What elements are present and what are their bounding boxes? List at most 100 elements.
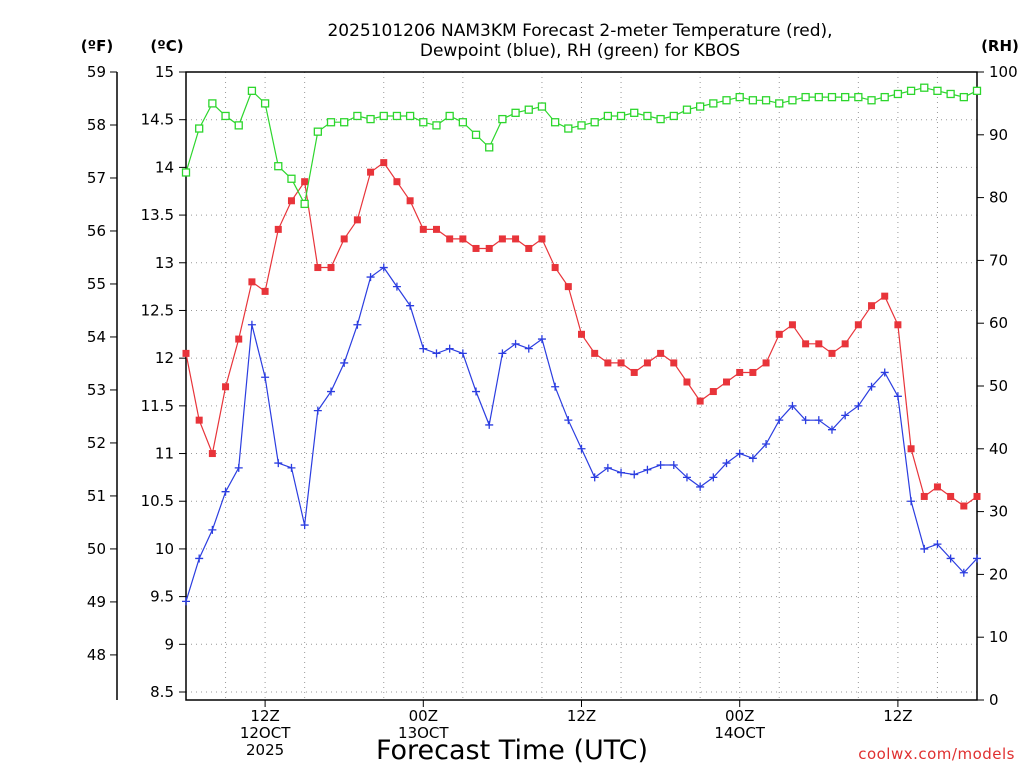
data-point bbox=[590, 473, 599, 482]
data-point bbox=[828, 349, 836, 357]
data-point bbox=[247, 320, 256, 329]
rh-tick-label: 30 bbox=[989, 503, 1008, 521]
data-point bbox=[669, 460, 678, 469]
data-point bbox=[459, 235, 467, 243]
data-point bbox=[485, 420, 494, 429]
data-point bbox=[657, 349, 665, 357]
data-point bbox=[313, 127, 322, 136]
data-point bbox=[498, 349, 507, 358]
data-point bbox=[893, 89, 903, 99]
data-point bbox=[564, 416, 573, 425]
data-point bbox=[300, 521, 309, 530]
axes: 48 49 50 51 52 53 54 55 56 57 58 59 8.5 9 9.5 10 10.5 11 1… bbox=[87, 63, 1018, 759]
data-point bbox=[274, 225, 282, 233]
data-point bbox=[511, 108, 520, 117]
gridlines bbox=[186, 71, 977, 700]
celsius-tick-label: 13.5 bbox=[141, 206, 174, 224]
data-point bbox=[617, 359, 625, 367]
celsius-tick-label: 11.5 bbox=[141, 397, 174, 415]
data-point bbox=[696, 102, 705, 111]
series-markers bbox=[182, 263, 981, 606]
data-point bbox=[722, 96, 731, 105]
celsius-tick-label: 8.5 bbox=[150, 683, 174, 701]
data-point bbox=[564, 283, 572, 291]
data-point bbox=[735, 449, 744, 458]
data-point bbox=[603, 111, 613, 121]
data-point bbox=[604, 359, 612, 367]
data-point bbox=[682, 105, 692, 114]
data-point bbox=[696, 482, 705, 491]
fahrenheit-tick-label: 52 bbox=[87, 434, 106, 452]
data-point bbox=[353, 320, 362, 329]
data-point bbox=[854, 92, 863, 102]
data-point bbox=[471, 130, 481, 139]
data-point bbox=[235, 335, 243, 343]
data-point bbox=[959, 568, 968, 577]
data-point bbox=[814, 416, 823, 425]
data-point bbox=[392, 282, 401, 291]
data-point bbox=[788, 96, 797, 105]
data-point bbox=[722, 459, 731, 468]
data-point bbox=[446, 235, 454, 243]
data-point bbox=[525, 244, 533, 252]
data-point bbox=[946, 554, 955, 563]
data-point bbox=[656, 114, 665, 124]
data-point bbox=[616, 111, 626, 121]
data-point bbox=[973, 554, 981, 563]
data-point bbox=[761, 96, 771, 105]
data-point bbox=[827, 92, 837, 102]
data-point bbox=[367, 168, 375, 176]
fahrenheit-tick-label: 48 bbox=[87, 646, 106, 664]
data-point bbox=[327, 387, 336, 396]
celsius-tick-label: 9.5 bbox=[150, 588, 174, 606]
data-point bbox=[380, 159, 388, 167]
data-point bbox=[234, 463, 243, 472]
data-point bbox=[379, 263, 388, 272]
celsius-tick-label: 12 bbox=[155, 349, 174, 367]
data-point bbox=[512, 235, 520, 243]
rh-unit-label: (RH) bbox=[981, 37, 1019, 55]
data-point bbox=[933, 86, 942, 95]
data-point bbox=[511, 339, 520, 348]
data-point bbox=[340, 118, 349, 127]
celsius-unit-label: (ºC) bbox=[150, 37, 183, 55]
celsius-tick-label: 9 bbox=[164, 635, 174, 653]
data-point bbox=[682, 473, 691, 482]
data-point bbox=[947, 492, 955, 500]
rh-tick-label: 60 bbox=[989, 314, 1008, 332]
data-point bbox=[564, 124, 573, 133]
data-point bbox=[326, 118, 336, 127]
data-point bbox=[340, 235, 348, 243]
series-layer bbox=[181, 83, 982, 606]
x-tick-label: 12Z bbox=[567, 707, 596, 725]
data-point bbox=[670, 359, 678, 367]
fahrenheit-tick-label: 49 bbox=[87, 593, 106, 611]
data-point bbox=[973, 492, 981, 500]
data-point bbox=[182, 597, 190, 606]
data-point bbox=[551, 382, 560, 391]
data-point bbox=[313, 406, 322, 415]
data-point bbox=[775, 330, 783, 338]
data-point bbox=[551, 264, 559, 272]
celsius-tick-label: 14 bbox=[155, 158, 174, 176]
celsius-tick-label: 12.5 bbox=[141, 301, 174, 319]
data-point bbox=[261, 287, 269, 295]
data-point bbox=[709, 99, 718, 108]
credit-text: coolwx.com/models bbox=[858, 745, 1015, 763]
data-point bbox=[867, 96, 876, 105]
celsius-tick-label: 10.5 bbox=[141, 492, 174, 510]
rh-tick-label: 0 bbox=[989, 691, 999, 709]
data-point bbox=[498, 114, 507, 124]
data-point bbox=[221, 487, 230, 496]
data-point bbox=[630, 368, 638, 376]
chart-title-line2: Dewpoint (blue), RH (green) for KBOS bbox=[420, 41, 740, 61]
data-point bbox=[432, 121, 441, 130]
data-point bbox=[221, 111, 230, 121]
x-tick-label: 00Z bbox=[409, 707, 438, 725]
rh-tick-label: 70 bbox=[989, 251, 1008, 269]
data-point bbox=[458, 349, 467, 358]
data-point bbox=[432, 225, 440, 233]
data-point bbox=[314, 264, 322, 272]
data-point bbox=[392, 111, 402, 121]
